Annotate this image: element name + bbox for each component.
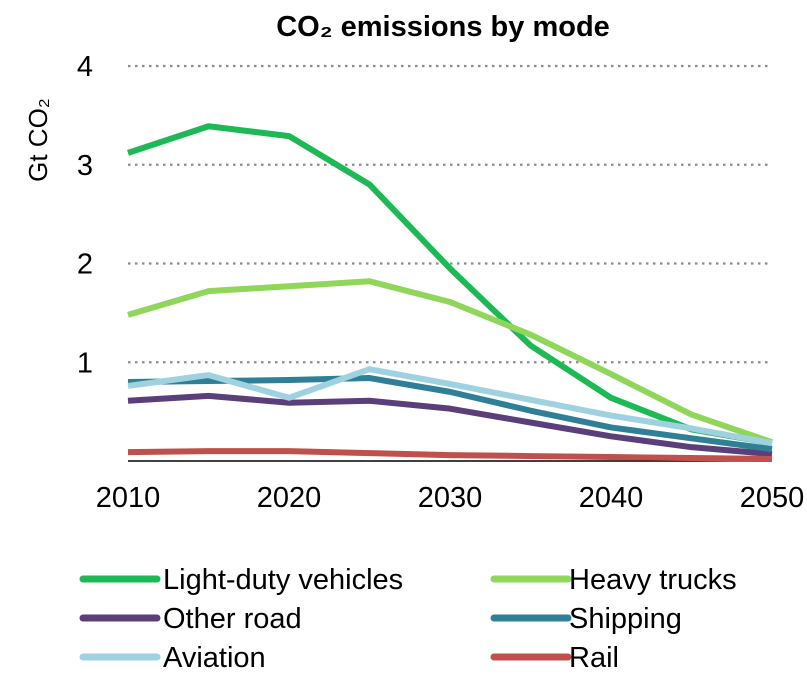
y-tick-labels: 1 2 3 4 [77,51,93,379]
x-tick-label: 2050 [740,482,805,514]
legend-label-shipping: Shipping [569,603,682,635]
y-tick-label: 1 [77,347,93,379]
series-lines [127,123,773,463]
x-tick-label: 2010 [96,482,161,514]
series-line-heavy-trucks [127,278,773,446]
x-tick-labels: 2010 2020 2030 2040 2050 [96,482,805,514]
legend-label-aviation: Aviation [163,642,266,674]
gridlines [128,64,772,364]
legend: Light-duty vehicles Heavy trucks Other roa… [79,564,737,674]
series-line-other-road [127,392,773,458]
legend-label-other-road: Other road [163,603,302,635]
x-tick-label: 2040 [579,482,644,514]
y-axis-label: Gt CO₂ [23,98,53,182]
series-line-aviation [127,366,773,447]
y-tick-label: 4 [77,51,93,83]
x-tick-label: 2020 [257,482,322,514]
chart-title: CO₂ emissions by mode [276,11,610,43]
legend-label-rail: Rail [569,642,619,674]
series-line-light-duty-vehicles [127,123,773,447]
y-tick-label: 3 [77,150,93,182]
legend-label-light-duty-vehicles: Light-duty vehicles [163,564,403,596]
y-tick-label: 2 [77,249,93,281]
series-line-rail [127,448,773,463]
x-tick-label: 2030 [418,482,483,514]
series-line-shipping [127,375,773,453]
legend-label-heavy-trucks: Heavy trucks [569,564,737,596]
